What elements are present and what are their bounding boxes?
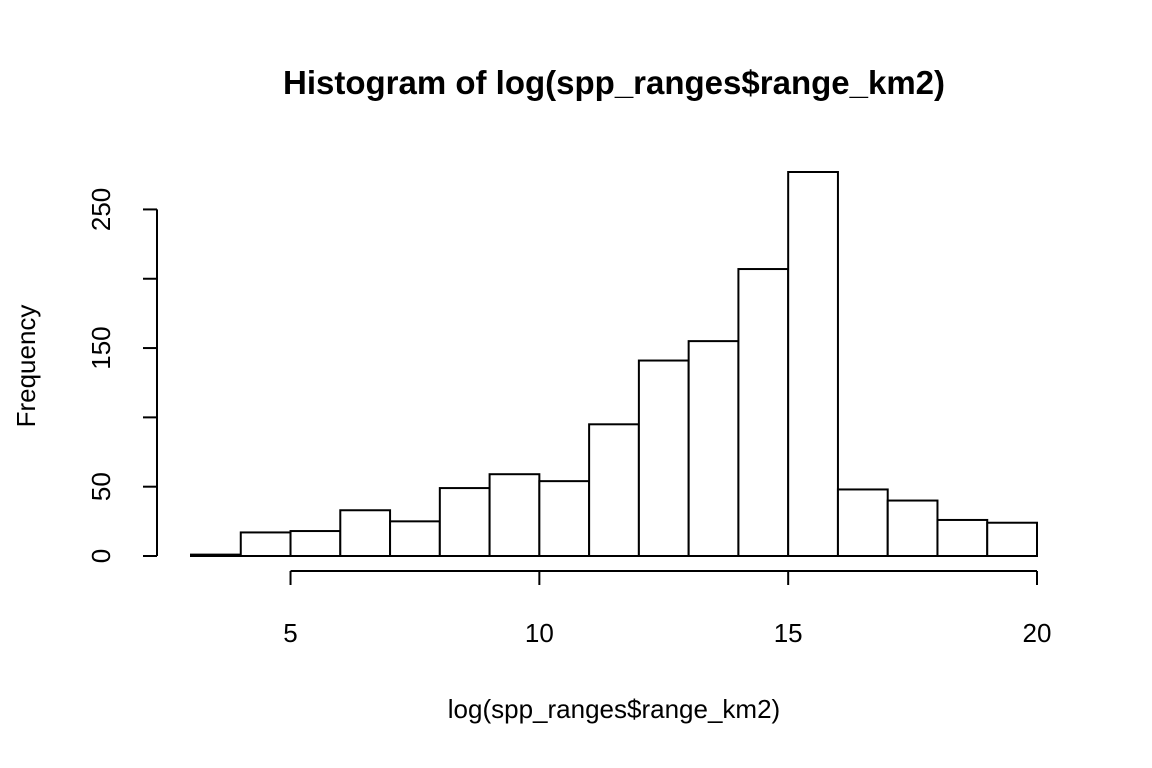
bars-group: [190, 171, 1038, 558]
histogram-bar: [836, 488, 889, 558]
y-tick-label: 0: [86, 549, 116, 563]
chart-title: Histogram of log(spp_ranges$range_km2): [283, 64, 945, 101]
histogram-bar: [787, 171, 839, 557]
x-axis: 5 10 15 20: [283, 570, 1052, 648]
histogram-bar: [438, 487, 491, 557]
x-tick-label: 20: [1023, 618, 1052, 648]
histogram-bar: [289, 530, 342, 558]
histogram-bar: [488, 473, 541, 557]
y-tick-label: 50: [86, 472, 116, 501]
histogram-bar: [239, 531, 292, 558]
histogram-bar: [986, 521, 1038, 558]
histogram-bar: [687, 340, 740, 557]
x-tick-label: 10: [525, 618, 554, 648]
histogram-bar: [339, 509, 392, 558]
x-axis-label: log(spp_ranges$range_km2): [448, 694, 780, 724]
histogram-bar: [190, 553, 242, 557]
histogram-bar: [389, 520, 441, 557]
histogram-bar: [538, 480, 591, 558]
histogram-bar: [936, 518, 989, 557]
histogram-bar: [637, 359, 690, 557]
histogram-bar: [737, 268, 790, 557]
y-axis-label: Frequency: [11, 305, 41, 428]
histogram-bar: [588, 423, 640, 557]
x-tick-label: 5: [283, 618, 297, 648]
x-tick-label: 15: [774, 618, 803, 648]
histogram-bar: [886, 499, 939, 557]
y-axis: 0 50 150 250: [86, 188, 158, 563]
y-tick-label: 250: [86, 188, 116, 231]
y-tick-label: 150: [86, 326, 116, 369]
